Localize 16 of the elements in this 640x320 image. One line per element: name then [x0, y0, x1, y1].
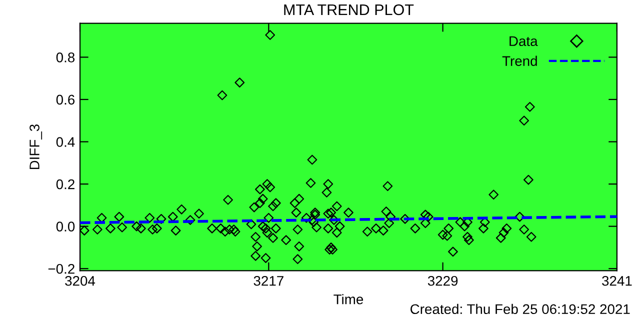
- legend-label: Data: [510, 36, 538, 46]
- y-tick-label: 0.2: [56, 179, 74, 190]
- y-axis-title: DIFF_3: [30, 124, 42, 170]
- y-tick-label: 0.6: [56, 94, 75, 105]
- text: Created: Thu Feb 25 06:19:52 2021: [410, 304, 630, 314]
- y-tick-label: 0.8: [56, 52, 75, 62]
- x-tick-label: 3241: [602, 276, 632, 286]
- chart-title: MTA TREND PLOT: [284, 4, 414, 16]
- y-tick-label: 0.0: [56, 222, 75, 232]
- legend-label: Trend: [502, 56, 537, 66]
- x-tick-label: 3229: [428, 276, 458, 286]
- x-tick-label: 3217: [254, 276, 284, 286]
- y-tick-label: 0.4: [56, 137, 75, 147]
- x-tick-label: 3204: [65, 276, 96, 286]
- x-axis-title: Time: [334, 294, 364, 304]
- y-tick-label: −0.2: [48, 264, 74, 274]
